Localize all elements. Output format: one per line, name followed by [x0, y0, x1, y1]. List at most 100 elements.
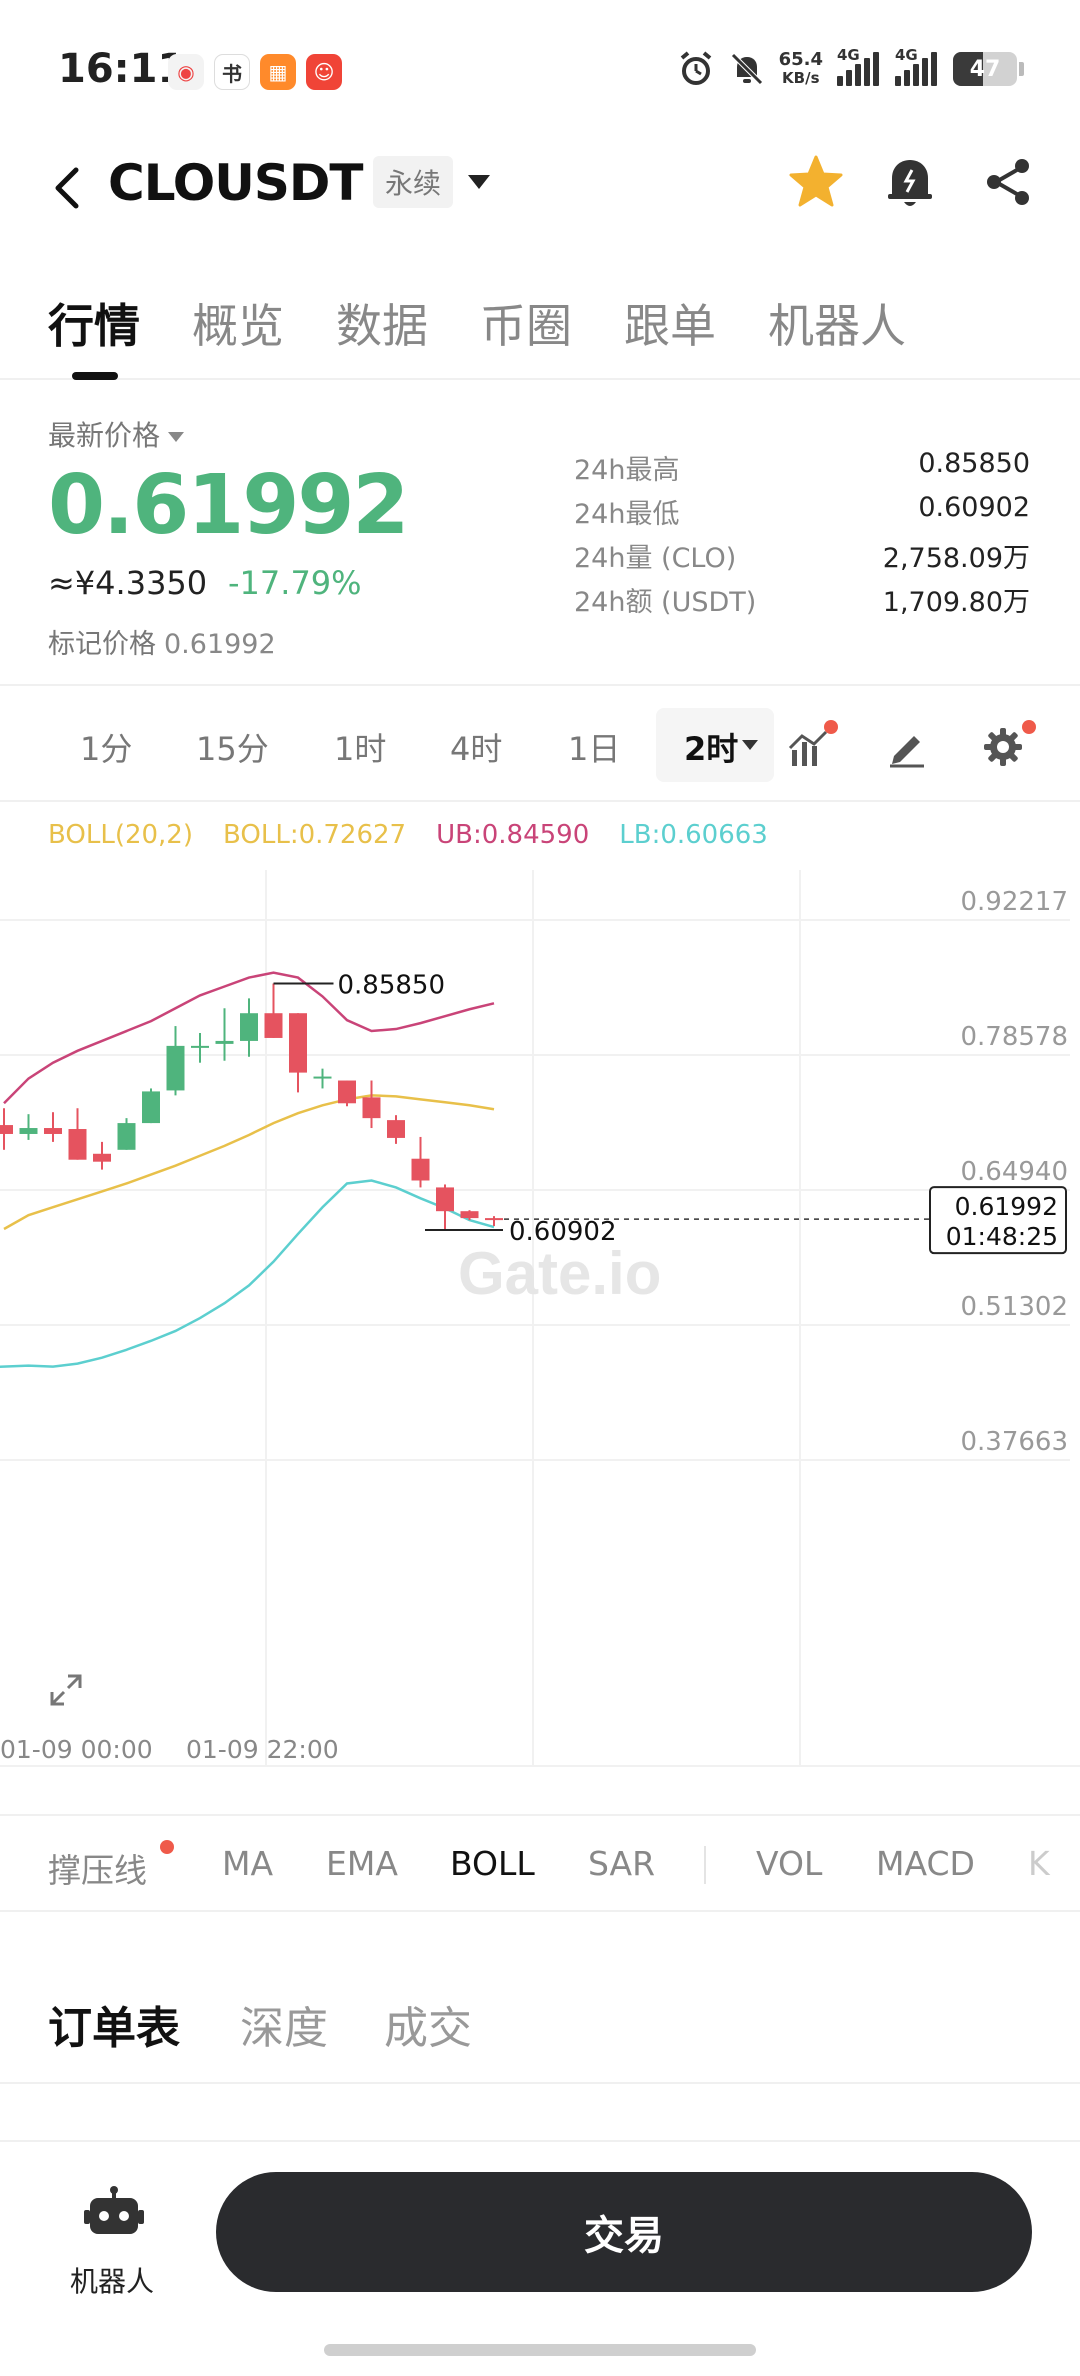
candles [0, 983, 503, 1230]
caret-down-icon [742, 740, 758, 750]
indicator-ma[interactable]: MA [222, 1844, 274, 1883]
stat-label: 24h额 (USDT) [574, 587, 757, 618]
timeframe-selected[interactable]: 2时 [656, 708, 774, 782]
header: CLOUSDT 永续 [0, 140, 1080, 240]
stat-label: 24h最高 [574, 455, 680, 486]
indicator-boll[interactable]: BOLL [450, 1844, 535, 1883]
timeframe-1h[interactable]: 1时 [334, 730, 387, 768]
caret-down-icon[interactable] [466, 172, 492, 192]
share-icon[interactable] [978, 152, 1038, 212]
timeframe-1m[interactable]: 1分 [80, 730, 133, 768]
candle-body [387, 1120, 405, 1138]
price-alert-bell-icon[interactable] [880, 150, 940, 214]
grid-app-icon: ▦ [260, 54, 296, 90]
stats-24h: 24h最高 0.85850 24h最低 0.60902 24h量 (CLO) 2,75… [574, 448, 1030, 624]
map-pin-app-icon: ◉ [168, 54, 204, 90]
last-price: 0.61992 [48, 458, 409, 553]
robot-button[interactable] [60, 2186, 170, 2306]
indicator-divider [704, 1846, 706, 1884]
battery-level: 47 [969, 56, 1001, 82]
candle-body [191, 1045, 209, 1048]
indicator-support-resistance[interactable]: 撑压线 [48, 1851, 147, 1890]
draw-pencil-icon[interactable] [884, 724, 930, 770]
tab-bot[interactable]: 机器人 [768, 299, 906, 353]
boll-lower-value: LB:0.60663 [619, 820, 768, 850]
high-marker-label: 0.85850 [338, 971, 446, 1001]
indicator-badge-dot [824, 720, 838, 734]
tab-data[interactable]: 数据 [336, 299, 428, 353]
change-percent: -17.79% [228, 564, 362, 602]
candle-body [240, 1013, 258, 1041]
candle-body [436, 1187, 454, 1212]
countdown-label: 01:48:25 [946, 1222, 1058, 1251]
x-tick-label: 01-09 22:00 [186, 1735, 339, 1764]
cny-price: ≈¥4.3350 [48, 564, 208, 602]
candle-body [460, 1211, 479, 1219]
contract-type-badge[interactable]: 永续 [373, 156, 454, 208]
boll-mid-value: BOLL:0.72627 [223, 820, 407, 850]
candle-body [117, 1123, 136, 1150]
battery-tip [1019, 62, 1024, 76]
stat-row-high: 24h最高 0.85850 [574, 448, 1030, 492]
y-tick-label: 0.78578 [960, 1022, 1068, 1052]
tab-trades[interactable]: 成交 [384, 2003, 472, 2054]
candle-body [142, 1091, 160, 1124]
tab-order-book[interactable]: 订单表 [48, 2003, 180, 2054]
caret-down-icon [168, 432, 185, 442]
indicator-kdj[interactable]: K [1028, 1844, 1050, 1883]
boll-legend: BOLL(20,2) BOLL:0.72627 UB:0.84590 LB:0.… [48, 820, 768, 850]
status-time: 16:11 [58, 46, 186, 92]
timeframe-15m[interactable]: 15分 [196, 730, 269, 768]
robot-icon [84, 2186, 144, 2234]
indicator-ema[interactable]: EMA [326, 1844, 398, 1883]
kline-chart[interactable]: Gate.io 0.92217 0.78578 0.64940 0.51302 0.37… [0, 870, 1080, 1800]
indicator-macd[interactable]: MACD [876, 1844, 975, 1883]
stat-value: 0.60902 [918, 492, 1030, 523]
kline-chart-svg: Gate.io 0.92217 0.78578 0.64940 0.51302 0.37… [0, 870, 1080, 1767]
indicator-sar[interactable]: SAR [588, 1844, 656, 1883]
tab-community[interactable]: 币圈 [480, 299, 572, 353]
pair-title[interactable]: CLOUSDT [108, 154, 363, 212]
indicator-chart-icon[interactable] [788, 724, 834, 770]
timeframe-4h[interactable]: 4时 [450, 730, 503, 768]
tab-overview[interactable]: 概览 [192, 299, 284, 353]
timeframe-1d[interactable]: 1日 [568, 730, 621, 768]
bottom-bar: 机器人 交易 [0, 2140, 1080, 2376]
latest-price-selector[interactable]: 最新价格 [48, 414, 185, 454]
reading-app-icon: 书 [214, 54, 250, 90]
stat-value: 2,758.09万 [882, 543, 1030, 574]
system-indicators: 65.4 KB/s 4G 4G 47 [677, 46, 1024, 88]
boll-params: BOLL(20,2) [48, 820, 193, 850]
net-speed: 65.4 KB/s [779, 50, 823, 88]
timeframe-bar: 1分 15分 1时 4时 1日 2时 [0, 684, 1080, 802]
signal-strength-1: 4G [837, 46, 881, 86]
support-resistance-badge-dot [160, 1840, 174, 1854]
tab-market[interactable]: 行情 [48, 299, 140, 353]
candle-body [215, 1040, 234, 1044]
home-indicator[interactable] [324, 2344, 756, 2356]
back-arrow-icon[interactable] [48, 158, 88, 218]
active-tab-indicator [72, 372, 118, 380]
tab-copy-trading[interactable]: 跟单 [624, 299, 716, 353]
candle-body [313, 1076, 332, 1079]
star-favorite-icon[interactable] [786, 152, 846, 212]
price-section: 最新价格 0.61992 ≈¥4.3350 -17.79% 标记价格 0.6199… [0, 400, 1080, 680]
y-tick-label: 0.92217 [960, 887, 1068, 917]
candle-body [289, 1013, 307, 1073]
indicator-vol[interactable]: VOL [756, 1844, 823, 1883]
boll-mid-line [3, 1094, 495, 1231]
boll-lower-line [0, 1179, 495, 1369]
net-speed-unit: KB/s [782, 69, 820, 87]
expand-icon[interactable] [48, 1672, 84, 1708]
battery-icon: 47 [953, 52, 1017, 86]
candle-body [485, 1218, 503, 1221]
settings-gear-icon[interactable] [980, 724, 1026, 770]
signal2-label: 4G [895, 46, 918, 64]
mark-price-label: 标记价格 [48, 629, 156, 660]
trade-button[interactable]: 交易 [216, 2172, 1032, 2292]
y-tick-label: 0.37663 [960, 1427, 1068, 1457]
notification-icons: ◉ 书 ▦ ☺ [168, 54, 342, 90]
chart-grid [0, 870, 1080, 1767]
orderbook-tabs: 订单表 深度 成交 [0, 1912, 1080, 2084]
tab-depth[interactable]: 深度 [240, 2003, 328, 2054]
